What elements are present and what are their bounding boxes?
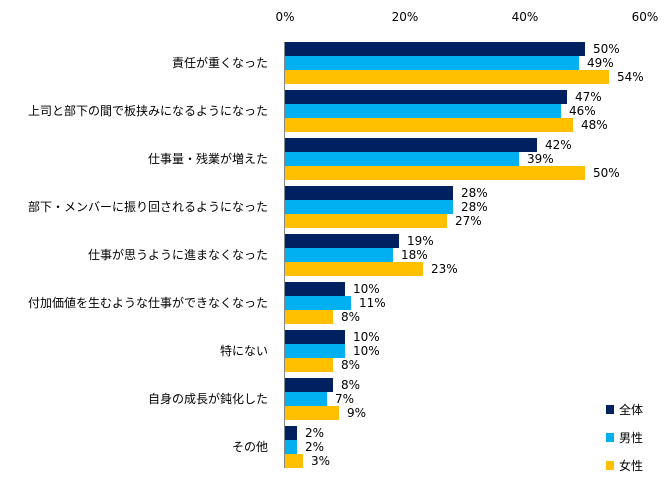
data-label: 19% (407, 234, 434, 248)
legend-swatch (606, 433, 614, 442)
bar-3 (285, 310, 333, 324)
data-label: 42% (545, 138, 572, 152)
data-label: 50% (593, 166, 620, 180)
legend-label: 男性 (619, 431, 643, 445)
data-label: 28% (461, 200, 488, 214)
data-label: 39% (527, 152, 554, 166)
x-tick-label: 20% (392, 10, 419, 24)
bar-1 (285, 426, 297, 440)
data-label: 11% (359, 296, 386, 310)
data-label: 8% (341, 358, 360, 372)
data-label: 28% (461, 186, 488, 200)
data-label: 47% (575, 90, 602, 104)
bar-1 (285, 42, 585, 56)
category-label: 上司と部下の間で板挟みになるようになった (28, 103, 268, 118)
data-label: 8% (341, 310, 360, 324)
legend-label: 女性 (619, 458, 643, 473)
bar-1 (285, 234, 399, 248)
bar-2 (285, 200, 453, 214)
bar-1 (285, 330, 345, 344)
category-label: その他 (232, 440, 268, 454)
data-label: 10% (353, 330, 380, 344)
bar-1 (285, 186, 453, 200)
bar-3 (285, 214, 447, 228)
legend-label: 全体 (619, 402, 643, 417)
data-label: 46% (569, 104, 596, 118)
data-label: 18% (401, 248, 428, 262)
bar-1 (285, 378, 333, 392)
category-label: 責任が重くなった (172, 55, 268, 70)
bar-3 (285, 358, 333, 372)
data-label: 7% (335, 392, 354, 406)
bar-2 (285, 344, 345, 358)
category-label: 自身の成長が鈍化した (148, 391, 268, 406)
bar-3 (285, 118, 573, 132)
bar-2 (285, 296, 351, 310)
data-label: 50% (593, 42, 620, 56)
category-label: 仕事が思うように進まなくなった (88, 247, 268, 262)
x-tick-label: 60% (632, 10, 659, 24)
category-label: 仕事量・残業が増えた (148, 151, 268, 166)
legend-swatch (606, 405, 614, 414)
data-label: 54% (617, 70, 644, 84)
bar-3 (285, 70, 609, 84)
category-label: 付加価値を生むような仕事ができなくなった (28, 295, 268, 310)
data-label: 10% (353, 344, 380, 358)
bar-2 (285, 56, 579, 70)
bar-2 (285, 392, 327, 406)
data-label: 10% (353, 282, 380, 296)
bar-2 (285, 440, 297, 454)
data-label: 2% (305, 440, 324, 454)
data-label: 23% (431, 262, 458, 276)
x-tick-label: 0% (275, 10, 294, 24)
data-label: 3% (311, 454, 330, 468)
data-label: 49% (587, 56, 614, 70)
bar-3 (285, 406, 339, 420)
data-label: 2% (305, 426, 324, 440)
data-label: 27% (455, 214, 482, 228)
data-label: 9% (347, 406, 366, 420)
data-label: 48% (581, 118, 608, 132)
x-tick-label: 40% (512, 10, 539, 24)
bar-1 (285, 90, 567, 104)
bar-1 (285, 282, 345, 296)
bar-2 (285, 152, 519, 166)
bar-3 (285, 166, 585, 180)
bar-3 (285, 262, 423, 276)
data-label: 8% (341, 378, 360, 392)
bar-2 (285, 248, 393, 262)
legend-swatch (606, 461, 614, 470)
bar-2 (285, 104, 561, 118)
bar-3 (285, 454, 303, 468)
bar-1 (285, 138, 537, 152)
category-label: 特にない (220, 343, 268, 358)
category-label: 部下・メンバーに振り回されるようになった (28, 199, 268, 214)
